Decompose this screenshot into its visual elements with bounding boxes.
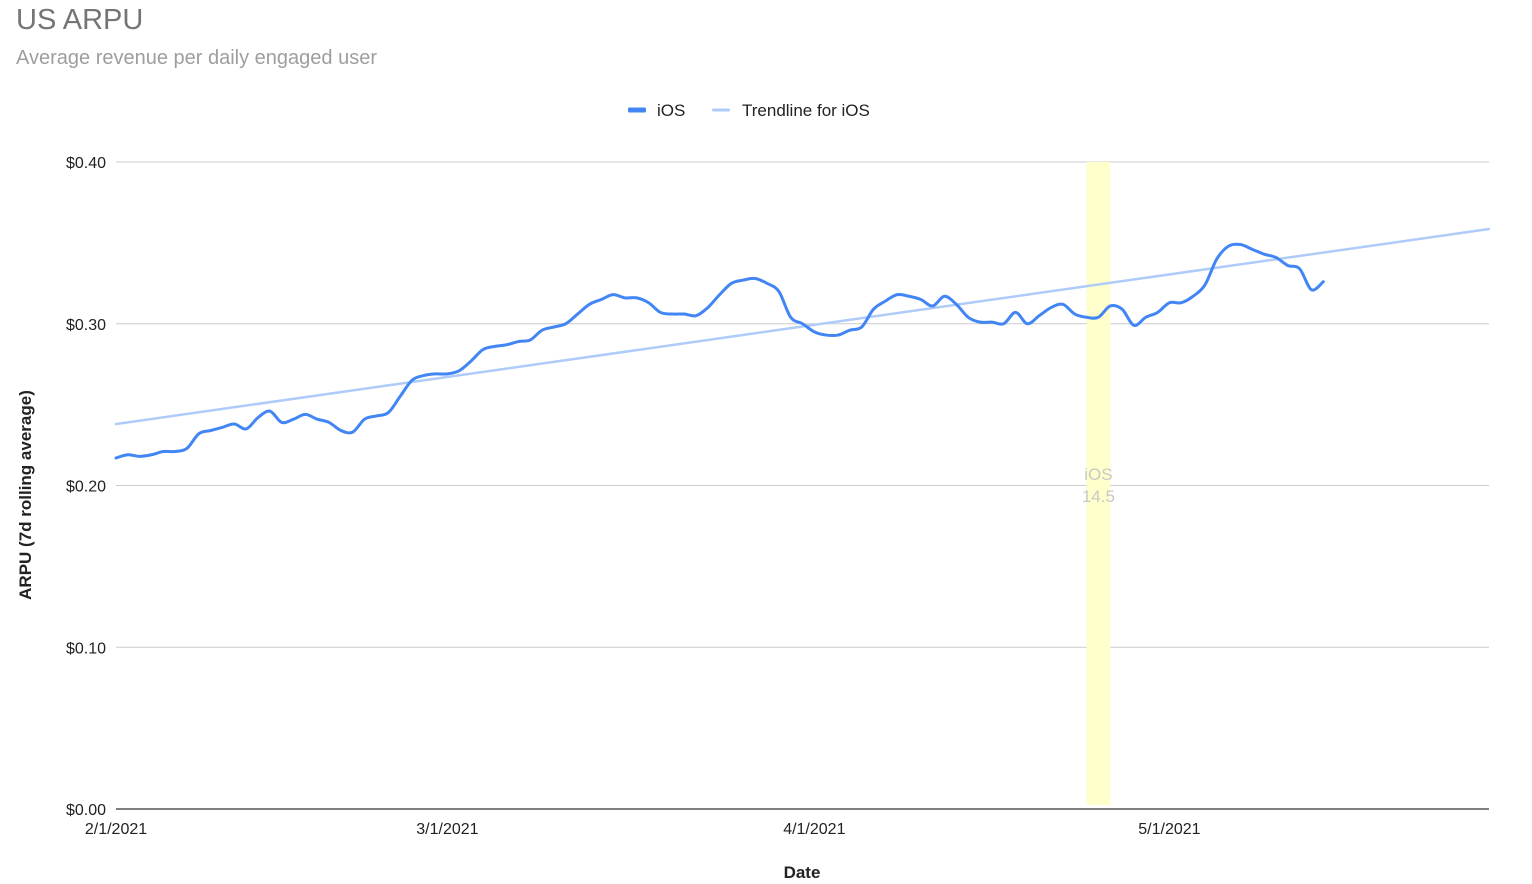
y-tick-label: $0.00 bbox=[66, 802, 106, 819]
trendline-ios bbox=[114, 227, 1491, 426]
x-tick-label: 4/1/2021 bbox=[783, 821, 845, 838]
y-tick-label: $0.10 bbox=[66, 640, 106, 657]
annotation-label: iOS bbox=[1084, 465, 1112, 484]
legend-label: Trendline for iOS bbox=[742, 101, 870, 120]
legend-swatch bbox=[628, 107, 646, 113]
annotation-band bbox=[1086, 162, 1111, 805]
annotations: iOS 14.5 bbox=[1082, 162, 1115, 805]
x-tick-label: 3/1/2021 bbox=[416, 821, 478, 838]
legend-item-ios[interactable]: iOS bbox=[628, 101, 685, 120]
y-axis-title: ARPU (7d rolling average) bbox=[16, 390, 35, 600]
legend-item-trendline[interactable]: Trendline for iOS bbox=[712, 101, 870, 120]
x-tick-label: 5/1/2021 bbox=[1138, 821, 1200, 838]
legend-label: iOS bbox=[657, 101, 685, 120]
x-tick-label: 2/1/2021 bbox=[85, 821, 147, 838]
legend[interactable]: iOS Trendline for iOS bbox=[628, 101, 870, 120]
y-tick-label: $0.20 bbox=[66, 479, 106, 496]
annotation-label: 14.5 bbox=[1082, 487, 1115, 506]
axes: $0.00 $0.10 $0.20 $0.30 $0.40 2/1/2021 3/1/202… bbox=[16, 155, 1489, 882]
chart-title: US ARPU bbox=[16, 4, 144, 36]
y-tick-label: $0.30 bbox=[66, 317, 106, 334]
x-axis-title: Date bbox=[784, 863, 821, 882]
series-lines bbox=[114, 242, 1325, 460]
y-tick-label: $0.40 bbox=[66, 155, 106, 172]
gridlines bbox=[116, 161, 1489, 648]
trendline bbox=[114, 227, 1491, 426]
series-line-ios bbox=[114, 242, 1325, 460]
legend-swatch bbox=[712, 108, 730, 112]
chart-subtitle: Average revenue per daily engaged user bbox=[16, 47, 377, 69]
